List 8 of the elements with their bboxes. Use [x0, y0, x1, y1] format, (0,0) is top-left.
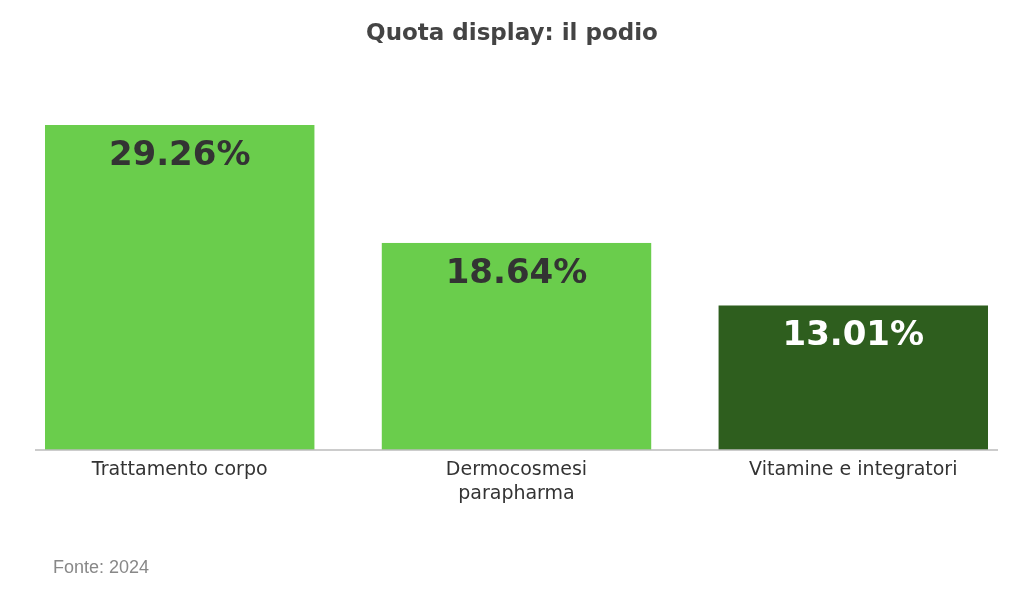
data-label: 18.64%	[445, 250, 588, 291]
chart-title: Quota display: il podio	[366, 19, 658, 45]
x-tick-label: Trattamento corpo	[90, 457, 268, 479]
source-note: Fonte: 2024	[53, 557, 150, 577]
data-label: 13.01%	[782, 313, 925, 354]
data-label: 29.26%	[108, 133, 251, 173]
x-tick-label: Dermocosmesi parapharma	[445, 457, 588, 503]
x-tick-label: Vitamine e integratori	[749, 457, 958, 479]
